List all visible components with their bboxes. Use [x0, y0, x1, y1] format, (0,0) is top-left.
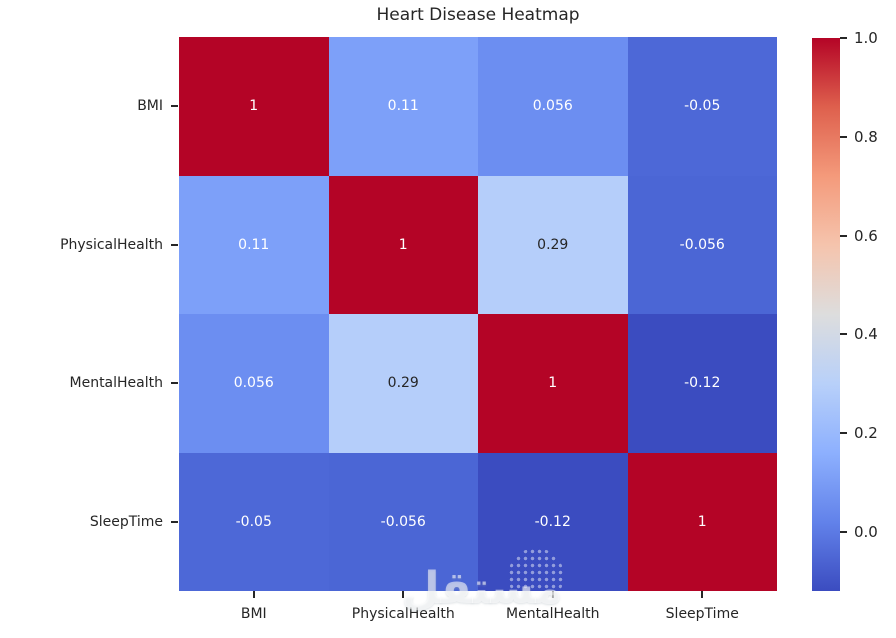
y-tick-mark [171, 243, 178, 246]
x-tick-mark [701, 591, 704, 598]
y-tick-label: MentalHealth [69, 375, 164, 392]
x-tick-label: SleepTime [665, 606, 739, 622]
y-tick-mark [171, 520, 178, 523]
x-tick-label: BMI [240, 606, 267, 622]
heatmap-cell: -0.05 [179, 452, 329, 591]
colorbar-tick-label: 0.2 [854, 424, 878, 442]
y-tick-label: PhysicalHealth [60, 236, 163, 253]
heatmap-cell: -0.056 [328, 452, 478, 591]
heatmap-cell: 1 [627, 452, 777, 591]
x-tick-mark [551, 591, 554, 598]
colorbar-tick-mark [840, 333, 847, 336]
x-tick-mark [252, 591, 255, 598]
heatmap-cell: 1 [328, 175, 478, 314]
x-tick-mark [402, 591, 405, 598]
colorbar-tick-mark [840, 135, 847, 138]
heatmap-cell: 0.11 [328, 37, 478, 176]
heatmap-cell: 0.29 [328, 314, 478, 453]
heatmap-cell: 1 [478, 314, 628, 453]
heatmap-cell: 0.29 [478, 175, 628, 314]
colorbar-tick-mark [840, 37, 847, 39]
heatmap-cell: -0.12 [627, 314, 777, 453]
y-tick-mark [171, 382, 178, 385]
colorbar-tick-mark [840, 432, 847, 434]
heatmap-cell: -0.056 [627, 175, 777, 314]
colorbar-tick-label: 0.0 [854, 522, 878, 541]
heatmap-grid: 1 0.11 0.056 -0.05 0.11 1 0.29 -0.056 0.056 0.29 1… [179, 37, 777, 591]
heatmap-cell: 1 [179, 37, 329, 176]
y-tick-label: BMI [137, 98, 163, 115]
colorbar-tick-label: 0.8 [854, 127, 878, 146]
x-tick-label: MentalHealth [506, 606, 600, 622]
colorbar-tick-label: 0.4 [854, 325, 878, 344]
heatmap-cell: 0.11 [179, 175, 329, 314]
colorbar-tick-mark [840, 234, 847, 237]
colorbar [812, 38, 840, 591]
heatmap-cell: 0.056 [478, 37, 628, 176]
heatmap-cell: 0.056 [179, 314, 329, 453]
colorbar-tick-label: 0.6 [854, 226, 878, 245]
colorbar-tick-mark [840, 530, 847, 533]
y-tick-label: SleepTime [89, 513, 163, 530]
colorbar-tick-label: 1.0 [854, 29, 878, 47]
y-tick-mark [171, 105, 178, 108]
x-tick-label: PhysicalHealth [351, 606, 455, 622]
chart-title: Heart Disease Heatmap [376, 5, 580, 25]
heatmap-cell: -0.12 [478, 452, 628, 591]
heatmap-cell: -0.05 [627, 37, 777, 176]
